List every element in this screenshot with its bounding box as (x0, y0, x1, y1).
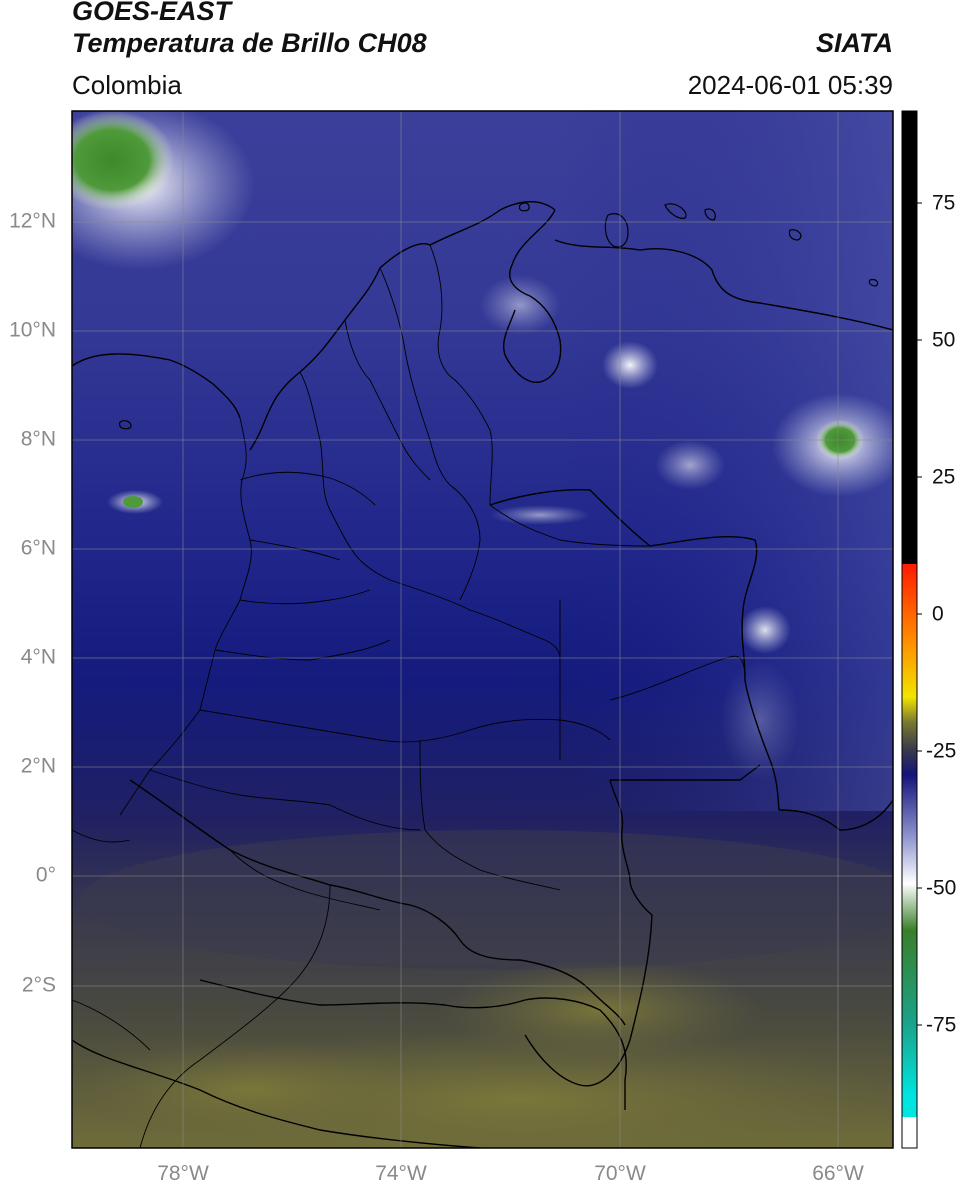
lat-label: 2°N (21, 755, 56, 778)
colorbar-label: 0 (932, 603, 944, 626)
colorbar-scale (902, 111, 917, 1148)
country-borders (72, 201, 893, 1148)
map-frame (71, 110, 894, 1149)
islands (119, 202, 879, 430)
lat-label: 4°N (21, 646, 56, 669)
department-borders (72, 244, 746, 1148)
colorbar-label: 75 (932, 192, 955, 215)
lat-label: 12°N (9, 210, 56, 233)
colorbar-label: 25 (932, 466, 955, 489)
colorbar-label: -75 (926, 1014, 956, 1037)
lat-label: 6°N (21, 537, 56, 560)
colorbar-frame (901, 110, 918, 1149)
lat-label: 8°N (21, 428, 56, 451)
lon-label: 78°W (157, 1162, 209, 1185)
graticule (72, 111, 893, 1148)
colorbar-label: 50 (932, 329, 955, 352)
datetime-label: 2024-06-01 05:39 (687, 70, 893, 100)
colorbar: 75 50 25 0 -25 -50 -75 (901, 110, 956, 1149)
region-label: Colombia (72, 70, 182, 100)
lat-label: 2°S (22, 974, 56, 997)
lon-label: 66°W (812, 1162, 864, 1185)
lat-label: 10°N (9, 319, 56, 342)
product-title: Temperatura de Brillo CH08 (72, 28, 427, 58)
colorbar-label: -25 (926, 740, 956, 763)
satellite-title: GOES-EAST (72, 0, 232, 26)
organization-label: SIATA (816, 28, 893, 58)
lon-label: 70°W (594, 1162, 646, 1185)
lat-label: 0° (36, 864, 56, 887)
lon-label: 74°W (375, 1162, 427, 1185)
brightness-temperature-field (72, 111, 893, 1148)
colorbar-label: -50 (926, 877, 956, 900)
